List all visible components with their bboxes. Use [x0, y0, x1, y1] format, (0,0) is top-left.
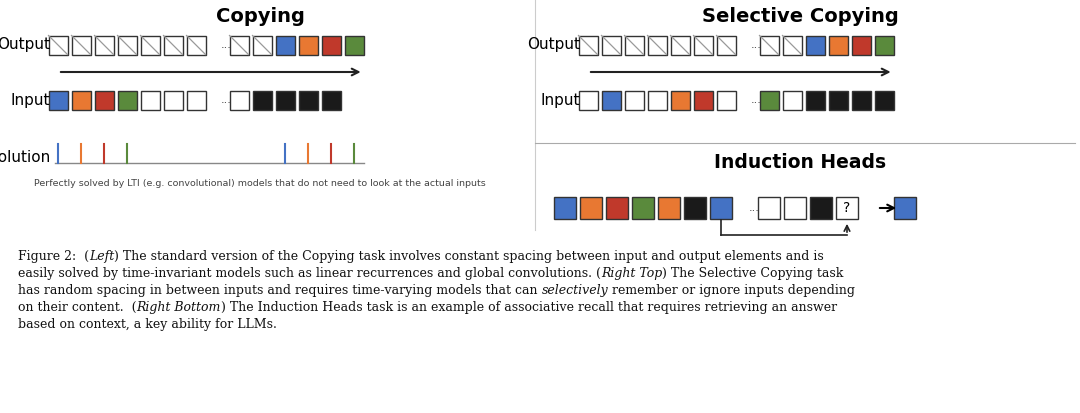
Text: Perfectly solved by LTI (e.g. convolutional) models that do not need to look at : Perfectly solved by LTI (e.g. convolutio… [35, 180, 486, 188]
Bar [836, 197, 858, 219]
Bar [716, 90, 735, 109]
Text: remember or ignore inputs depending: remember or ignore inputs depending [608, 284, 855, 297]
Bar [671, 36, 689, 55]
Text: Right Top: Right Top [600, 267, 662, 280]
Bar [624, 90, 644, 109]
Bar [648, 90, 666, 109]
Bar [275, 90, 295, 109]
Bar [671, 90, 689, 109]
Bar [851, 36, 870, 55]
Bar [71, 36, 91, 55]
Bar [322, 36, 340, 55]
Bar [118, 36, 136, 55]
Text: Induction Heads: Induction Heads [714, 154, 886, 173]
Bar [322, 90, 340, 109]
Bar [580, 197, 602, 219]
Bar [658, 197, 680, 219]
Bar [579, 36, 597, 55]
Text: Right Bottom: Right Bottom [137, 301, 221, 314]
Bar [95, 90, 113, 109]
Bar [229, 36, 248, 55]
Bar [759, 90, 779, 109]
Bar [716, 36, 735, 55]
Bar [187, 90, 205, 109]
Bar [49, 90, 67, 109]
Bar [253, 36, 271, 55]
Bar [298, 36, 318, 55]
Bar [693, 90, 713, 109]
Bar [163, 36, 183, 55]
Bar [828, 90, 848, 109]
Text: Copying: Copying [216, 7, 305, 26]
Bar [163, 90, 183, 109]
Text: Selective Copying: Selective Copying [702, 7, 899, 26]
Text: ) The Selective Copying task: ) The Selective Copying task [662, 267, 843, 280]
Bar [579, 90, 597, 109]
Text: on their content.  (: on their content. ( [18, 301, 137, 314]
Bar [624, 36, 644, 55]
Text: Output: Output [0, 38, 50, 52]
Text: ...: ... [220, 95, 231, 105]
Text: Output: Output [527, 38, 580, 52]
Text: ?: ? [843, 201, 851, 215]
Text: Figure 2:  (: Figure 2: ( [18, 250, 90, 263]
Text: Solution: Solution [0, 150, 50, 166]
Bar [187, 36, 205, 55]
Bar [693, 36, 713, 55]
Text: ) The Induction Heads task is an example of associative recall that requires ret: ) The Induction Heads task is an example… [221, 301, 837, 314]
Bar [810, 197, 832, 219]
Text: ...: ... [751, 40, 761, 50]
Text: ) The standard version of the Copying task involves constant spacing between inp: ) The standard version of the Copying ta… [114, 250, 824, 263]
Text: Input: Input [11, 93, 50, 107]
Bar [606, 197, 627, 219]
Bar [875, 90, 893, 109]
Text: Left: Left [90, 250, 114, 263]
Bar [275, 36, 295, 55]
Bar [49, 36, 67, 55]
Bar [875, 36, 893, 55]
Text: ...: ... [220, 40, 231, 50]
Text: Input: Input [540, 93, 580, 107]
Bar [759, 36, 779, 55]
Bar [894, 197, 916, 219]
Text: selectively: selectively [541, 284, 608, 297]
Bar [253, 90, 271, 109]
Bar [828, 36, 848, 55]
Bar [784, 197, 806, 219]
Bar [298, 90, 318, 109]
Bar [851, 90, 870, 109]
Bar [554, 197, 576, 219]
Text: has random spacing in between inputs and requires time-varying models that can: has random spacing in between inputs and… [18, 284, 541, 297]
Text: ...: ... [748, 203, 759, 213]
Bar [95, 36, 113, 55]
Bar [345, 36, 364, 55]
Bar [140, 36, 160, 55]
Bar [140, 90, 160, 109]
Bar [758, 197, 780, 219]
Text: easily solved by time-invariant models such as linear recurrences and global con: easily solved by time-invariant models s… [18, 267, 600, 280]
Bar [118, 90, 136, 109]
Bar [684, 197, 706, 219]
Bar [648, 36, 666, 55]
Bar [806, 36, 824, 55]
Bar [783, 36, 801, 55]
Bar [806, 90, 824, 109]
Bar [602, 90, 621, 109]
Bar [602, 36, 621, 55]
Text: ...: ... [751, 95, 761, 105]
Bar [632, 197, 654, 219]
Bar [229, 90, 248, 109]
Bar [710, 197, 732, 219]
Bar [783, 90, 801, 109]
Bar [71, 90, 91, 109]
Text: based on context, a key ability for LLMs.: based on context, a key ability for LLMs… [18, 318, 276, 331]
